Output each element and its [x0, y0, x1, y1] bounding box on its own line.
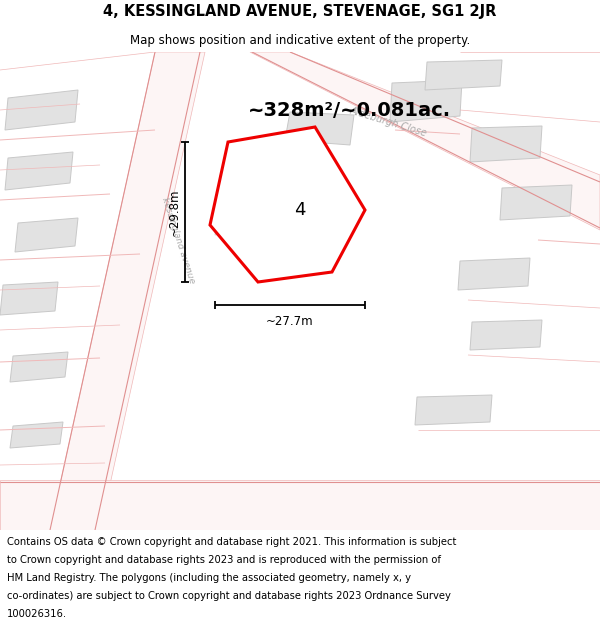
Polygon shape	[5, 90, 78, 130]
Text: Aldeburgh Close: Aldeburgh Close	[348, 106, 428, 139]
Polygon shape	[5, 152, 73, 190]
Polygon shape	[458, 258, 530, 290]
Text: 4: 4	[294, 201, 305, 219]
Text: Contains OS data © Crown copyright and database right 2021. This information is : Contains OS data © Crown copyright and d…	[7, 537, 457, 547]
Polygon shape	[50, 52, 205, 530]
Polygon shape	[10, 422, 63, 448]
Polygon shape	[285, 112, 354, 145]
Polygon shape	[415, 395, 492, 425]
Polygon shape	[250, 52, 600, 230]
Polygon shape	[0, 282, 58, 315]
Text: ~328m²/~0.081ac.: ~328m²/~0.081ac.	[248, 101, 451, 119]
Text: 100026316.: 100026316.	[7, 609, 67, 619]
Text: to Crown copyright and database rights 2023 and is reproduced with the permissio: to Crown copyright and database rights 2…	[7, 555, 441, 565]
Text: ~29.8m: ~29.8m	[168, 188, 181, 236]
Polygon shape	[390, 80, 462, 122]
Polygon shape	[470, 320, 542, 350]
Text: Map shows position and indicative extent of the property.: Map shows position and indicative extent…	[130, 34, 470, 47]
Polygon shape	[0, 480, 600, 530]
Text: co-ordinates) are subject to Crown copyright and database rights 2023 Ordnance S: co-ordinates) are subject to Crown copyr…	[7, 591, 451, 601]
Text: ~27.7m: ~27.7m	[266, 315, 314, 328]
Polygon shape	[215, 170, 300, 235]
Polygon shape	[15, 218, 78, 252]
Text: HM Land Registry. The polygons (including the associated geometry, namely x, y: HM Land Registry. The polygons (includin…	[7, 572, 411, 582]
Polygon shape	[470, 126, 542, 162]
Polygon shape	[500, 185, 572, 220]
Text: 4, KESSINGLAND AVENUE, STEVENAGE, SG1 2JR: 4, KESSINGLAND AVENUE, STEVENAGE, SG1 2J…	[103, 4, 497, 19]
Polygon shape	[425, 60, 502, 90]
Polygon shape	[210, 127, 365, 282]
Text: kessingland avenue: kessingland avenue	[160, 196, 196, 284]
Polygon shape	[10, 352, 68, 382]
